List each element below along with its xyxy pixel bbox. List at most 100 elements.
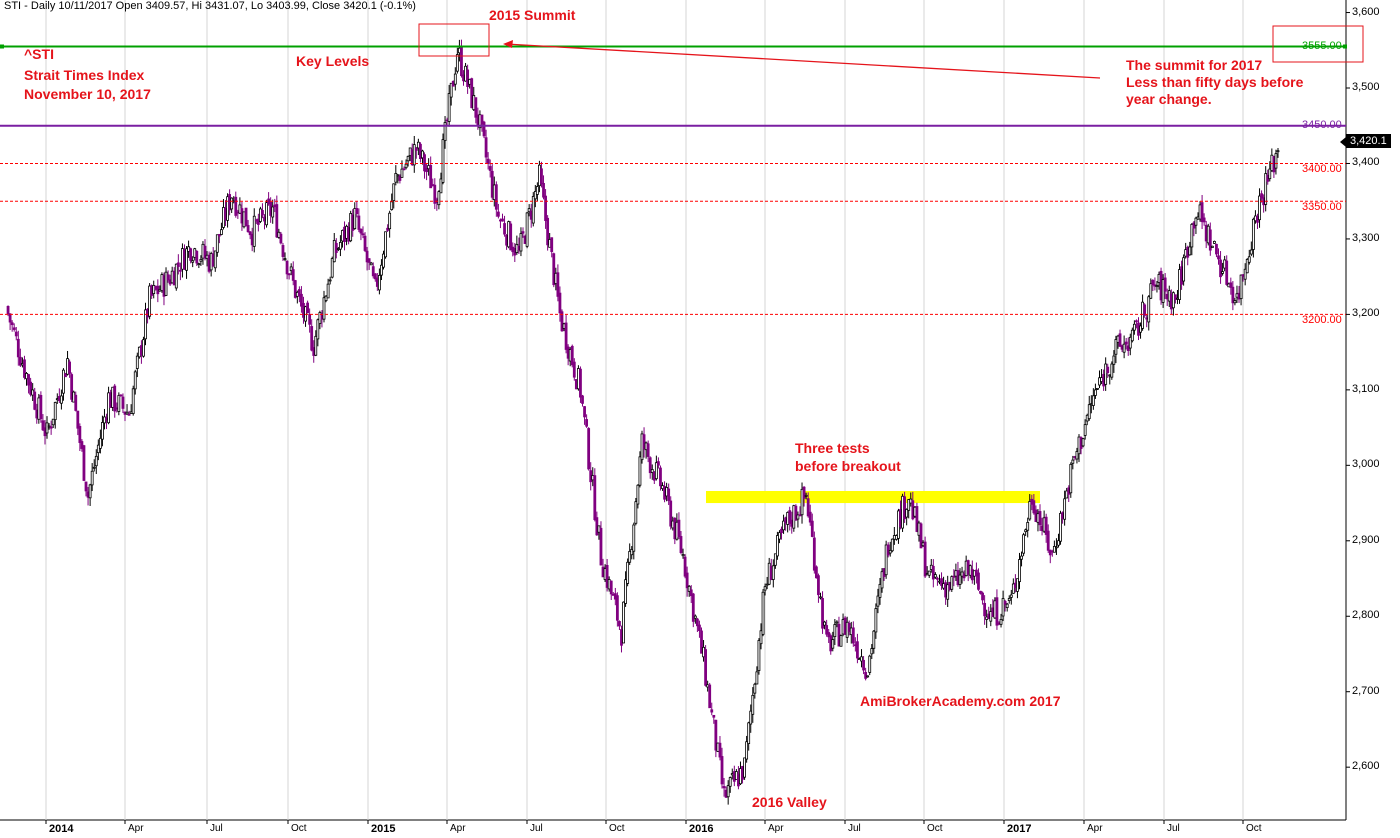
candles-layer xyxy=(6,39,1280,805)
candle-body xyxy=(377,275,381,291)
candle-body xyxy=(1011,583,1015,594)
level-label: 3555.00 xyxy=(1302,39,1342,52)
candle-body xyxy=(743,757,746,778)
y-tick-label: 3,100 xyxy=(1352,382,1380,395)
candle-body xyxy=(148,285,152,317)
candle-body xyxy=(1202,217,1206,223)
candle-body xyxy=(1059,512,1062,542)
candle-body xyxy=(1155,285,1159,288)
candle-body xyxy=(796,514,800,520)
candle-body xyxy=(923,541,927,577)
candle-body xyxy=(587,428,591,470)
candle-body xyxy=(751,694,755,715)
level-label: 3200.00 xyxy=(1302,314,1342,327)
candle-body xyxy=(480,114,484,125)
candle-body xyxy=(127,413,131,416)
candle-body xyxy=(41,420,45,431)
candle-body xyxy=(936,577,939,580)
candle-body xyxy=(1112,355,1116,365)
candle-body xyxy=(90,470,94,486)
candle-body xyxy=(113,385,117,412)
candle-body xyxy=(363,235,367,251)
candle-body xyxy=(195,250,199,264)
candle-body xyxy=(121,396,125,409)
candle-body xyxy=(1149,283,1153,299)
candle-body xyxy=(880,571,884,589)
candle-body xyxy=(800,488,804,516)
candle-body xyxy=(1276,150,1280,153)
candle-body xyxy=(585,419,589,427)
summit-2017-line1: The summit for 2017 xyxy=(1126,57,1263,73)
candle-body xyxy=(691,593,695,622)
summit-2017-line3: year change. xyxy=(1126,91,1212,107)
candle-body xyxy=(659,467,662,487)
candle-body xyxy=(1174,294,1177,300)
candle-body xyxy=(527,208,531,213)
candle-body xyxy=(919,523,923,549)
candle-body xyxy=(1018,559,1021,583)
candle-body xyxy=(380,264,383,276)
candle-body xyxy=(624,579,627,604)
x-tick-label: Apr xyxy=(1087,823,1103,834)
candle-body xyxy=(1046,530,1050,551)
candle-body xyxy=(1118,333,1122,347)
candle-body xyxy=(252,215,256,247)
candle-body xyxy=(92,466,96,469)
x-tick-label: Jul xyxy=(1167,823,1180,834)
candle-body xyxy=(1210,245,1214,248)
candle-body xyxy=(825,625,829,635)
candle-body xyxy=(1249,249,1253,255)
candle-body xyxy=(199,259,203,262)
candle-body xyxy=(164,271,168,296)
candle-body xyxy=(946,584,950,600)
candle-body xyxy=(197,263,201,266)
candle-body xyxy=(433,184,437,204)
candle-body xyxy=(685,572,689,589)
candle-body xyxy=(486,158,490,164)
candle-body xyxy=(496,211,500,217)
candle-body xyxy=(995,597,999,626)
y-tick-label: 3,400 xyxy=(1352,156,1380,169)
candle-body xyxy=(191,260,195,263)
candle-body xyxy=(1032,500,1036,514)
candle-body xyxy=(1171,292,1175,309)
candle-body xyxy=(1225,260,1229,285)
candle-body xyxy=(780,528,783,534)
index-name-label: Strait Times Index xyxy=(24,67,145,83)
x-tick-label: Apr xyxy=(128,823,144,834)
candle-body xyxy=(886,544,890,556)
candle-body xyxy=(531,196,535,224)
candle-body xyxy=(693,615,697,619)
candle-body xyxy=(564,322,568,350)
candle-body xyxy=(1022,534,1025,554)
candle-body xyxy=(1229,282,1233,288)
candle-body xyxy=(808,511,812,523)
summit-2017-box xyxy=(1272,25,1364,63)
y-tick-label: 3,200 xyxy=(1352,307,1380,320)
candle-body xyxy=(695,618,699,627)
candle-body xyxy=(281,245,285,257)
candle-body xyxy=(626,561,630,584)
candle-body xyxy=(915,506,919,532)
candle-body xyxy=(488,166,492,171)
candle-body xyxy=(1110,363,1114,378)
candle-body xyxy=(642,434,646,450)
candle-body xyxy=(950,576,954,590)
candle-body xyxy=(53,402,57,421)
candle-body xyxy=(1091,395,1095,406)
candle-body xyxy=(289,266,293,272)
candle-body xyxy=(14,331,18,337)
candle-body xyxy=(355,208,359,215)
candle-body xyxy=(176,262,180,267)
candle-body xyxy=(142,339,145,357)
candle-body xyxy=(265,202,268,226)
candle-body xyxy=(542,182,545,198)
candle-body xyxy=(757,640,761,671)
level-label: 3350.00 xyxy=(1302,201,1342,214)
three-tests-line2: before breakout xyxy=(795,458,901,474)
candle-body xyxy=(1143,304,1147,316)
candle-body xyxy=(630,549,634,556)
candle-body xyxy=(394,173,398,183)
candle-body xyxy=(1094,389,1097,396)
candle-body xyxy=(49,426,53,429)
